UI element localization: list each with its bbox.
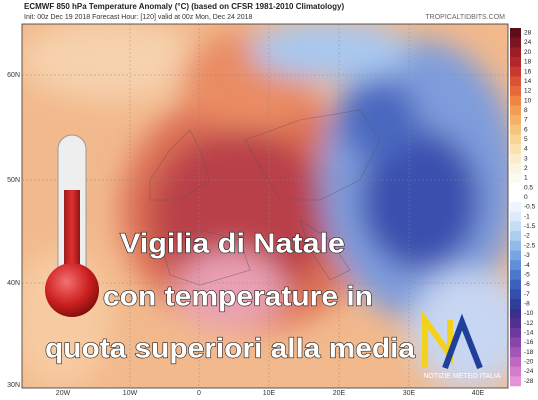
colorbar-label: 8 — [524, 107, 528, 114]
lat-label: 50N — [7, 177, 20, 184]
colorbar-swatch — [510, 153, 521, 164]
colorbar-label: 6 — [524, 126, 528, 133]
map — [22, 24, 508, 388]
colorbar-label: -8 — [524, 300, 530, 307]
colorbar-swatch — [510, 163, 521, 174]
lon-label: 0 — [197, 390, 201, 397]
lon-label: 20W — [56, 390, 71, 397]
colorbar-label: 0 — [524, 194, 528, 201]
logo — [422, 310, 483, 370]
colorbar-swatch — [510, 57, 521, 68]
colorbar-swatch — [510, 327, 521, 338]
colorbar-label: 16 — [524, 68, 532, 75]
title: ECMWF 850 hPa Temperature Anomaly (°C) (… — [24, 2, 344, 11]
colorbar-label: -1 — [524, 213, 530, 220]
colorbar-swatch — [510, 182, 521, 193]
colorbar-swatch — [510, 115, 521, 126]
colorbar-swatch — [510, 356, 521, 367]
colorbar-label: -10 — [524, 310, 534, 317]
colorbar-swatch — [510, 366, 521, 377]
colorbar-swatch — [510, 269, 521, 280]
colorbar-swatch — [510, 221, 521, 232]
colorbar-swatch — [510, 298, 521, 309]
lon-label: 20E — [333, 390, 346, 397]
colorbar-label: -1.5 — [524, 223, 536, 230]
colorbar-label: -16 — [524, 339, 534, 346]
colorbar-label: -24 — [524, 368, 534, 375]
colorbar-label: 14 — [524, 78, 532, 85]
colorbar-label: 12 — [524, 88, 532, 95]
map-frame — [21, 23, 509, 389]
colorbar-label: 18 — [524, 59, 532, 66]
colorbar-label: -6 — [524, 281, 530, 288]
colorbar-swatch — [510, 318, 521, 329]
colorbar-swatch — [510, 28, 521, 38]
colorbar-swatch — [510, 240, 521, 251]
lat-label: 40N — [7, 280, 20, 287]
colorbar-swatch — [510, 86, 521, 97]
init-line: Init: 00z Dec 19 2018 Forecast Hour: [12… — [24, 14, 253, 21]
colorbar-swatch — [510, 231, 521, 242]
colorbar-label: 28 — [524, 30, 532, 37]
colorbar-label: -18 — [524, 349, 534, 356]
lon-label: 10E — [263, 390, 276, 397]
lon-label: 30E — [403, 390, 416, 397]
overlay-line: quota superiori alla media — [45, 332, 415, 363]
colorbar-swatch — [510, 134, 521, 145]
colorbar-swatch — [510, 260, 521, 271]
colorbar-label: 10 — [524, 97, 532, 104]
colorbar-label: -7 — [524, 291, 530, 298]
colorbar-swatch — [510, 173, 521, 184]
thermometer — [45, 134, 99, 317]
colorbar-swatch — [510, 376, 521, 387]
colorbar-label: 0.5 — [524, 184, 533, 191]
colorbar-swatch — [510, 76, 521, 87]
logo-caption: NOTIZIE METEO ITALIA — [423, 373, 501, 380]
site: TROPICALTIDBITS.COM — [425, 14, 505, 21]
colorbar-swatch — [510, 95, 521, 106]
colorbar-label: -4 — [524, 262, 530, 269]
colorbar-label: 24 — [524, 39, 532, 46]
overlay-line: con temperature in — [103, 280, 373, 311]
colorbar-swatch — [510, 308, 521, 319]
lat-label: 60N — [7, 72, 20, 79]
colorbar-label: 7 — [524, 117, 528, 124]
colorbar-label: 3 — [524, 155, 528, 162]
colorbar-label: 1 — [524, 175, 528, 182]
colorbar-swatch — [510, 250, 521, 261]
colorbar-label: -2.5 — [524, 242, 536, 249]
overlay-line: Vigilia di Natale — [120, 227, 345, 258]
colorbar-label: -12 — [524, 320, 534, 327]
lon-label: 40E — [472, 390, 485, 397]
colorbar-swatch — [510, 192, 521, 203]
colorbar-label: -3 — [524, 252, 530, 259]
colorbar-swatch — [510, 289, 521, 300]
colorbar-swatch — [510, 124, 521, 135]
colorbar-label: -28 — [524, 378, 534, 385]
colorbar-swatch — [510, 202, 521, 213]
colorbar-swatch — [510, 37, 521, 48]
colorbar-swatch — [510, 211, 521, 222]
colorbar-swatch — [510, 144, 521, 155]
colorbar-swatch — [510, 47, 521, 58]
colorbar-swatch — [510, 337, 521, 348]
colorbar-label: -20 — [524, 359, 534, 366]
colorbar-label: 2 — [524, 165, 528, 172]
colorbar-swatch — [510, 66, 521, 77]
colorbar-label: 5 — [524, 136, 528, 143]
colorbar-label: -0.5 — [524, 204, 536, 211]
lat-label: 30N — [7, 382, 20, 389]
colorbar-swatch — [510, 279, 521, 290]
colorbar-label: -14 — [524, 330, 534, 337]
colorbar-swatch — [510, 105, 521, 116]
colorbar-label: 20 — [524, 49, 532, 56]
colorbar-label: -5 — [524, 271, 530, 278]
colorbar-swatch — [510, 347, 521, 358]
lon-label: 10W — [123, 390, 138, 397]
colorbar-label: -2 — [524, 233, 530, 240]
colorbar-label: 4 — [524, 146, 528, 153]
